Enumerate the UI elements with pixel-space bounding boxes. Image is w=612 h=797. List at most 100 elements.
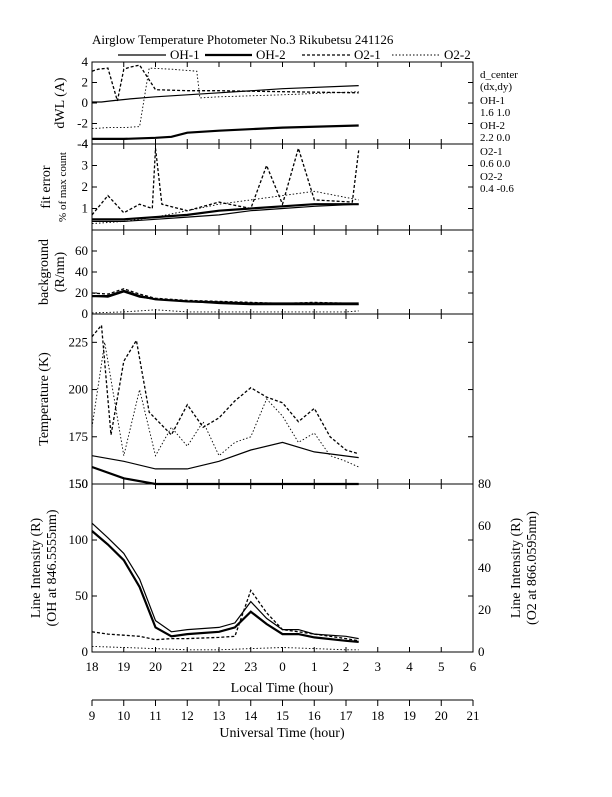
y-tick-label-line_intensity: 100 — [69, 532, 89, 547]
note-heading1: d_center — [480, 69, 518, 81]
chart-marks: 18 19 20 21 22 23 0 1 2 3 4 5 69 10 11 12 13 14 15 16 17 18 19… — [69, 54, 492, 723]
y-tick-label-fit_error: 4 — [82, 136, 89, 151]
y-tick-label-line_intensity: 0 — [82, 644, 89, 659]
y-tick-label-background: 0 — [82, 306, 89, 321]
d-center-notes: d_center (dx,dy) OH-1 1.6 1.0 OH-2 2.2 0… — [480, 69, 518, 195]
series-line-temperature-o2-1 — [91, 323, 359, 455]
chart-title: Airglow Temperature Photometer No.3 Riku… — [92, 32, 394, 47]
series-line-background-o2-1 — [91, 288, 359, 305]
y-tick-label-fit_error: 2 — [82, 179, 89, 194]
y-tick-label-dwl: 0 — [82, 95, 89, 110]
series-line-dwl-oh-1 — [92, 85, 359, 103]
ut-tick-label: 20 — [435, 708, 448, 723]
ylabel-background: background — [37, 239, 52, 305]
series-line-fit_error-o2-2 — [91, 190, 359, 225]
legend-label-oh2: OH-2 — [256, 47, 286, 62]
y-tick-label-fit_error: 3 — [82, 158, 89, 173]
series-line-temperature-oh-1 — [91, 441, 359, 470]
legend-label-o21: O2-1 — [354, 47, 381, 62]
ut-tick-label: 13 — [213, 708, 226, 723]
y-tick-label-fit_error: 1 — [82, 201, 89, 216]
local-time-tick-label: 3 — [375, 659, 382, 674]
series-line-dwl-o2-2 — [91, 67, 359, 130]
y-tick-label-dwl: 4 — [82, 54, 89, 69]
xlabel-local: Local Time (hour) — [231, 681, 334, 696]
ut-tick-label: 9 — [89, 708, 96, 723]
series-line-fit_error-o2-1 — [91, 146, 360, 216]
local-time-tick-label: 22 — [213, 659, 226, 674]
legend: OH-1 OH-2 O2-1 O2-2 — [118, 47, 471, 62]
y-tick-label-line_intensity: 150 — [69, 476, 89, 491]
series-line-fit_error-oh-2 — [92, 203, 359, 221]
note-o22-value: 0.4 -0.6 — [480, 183, 514, 195]
note-o22-label: O2-2 — [480, 171, 503, 183]
y-tick-label-background: 20 — [75, 285, 88, 300]
y-tick-label-temperature: 200 — [69, 382, 89, 397]
series-line-background-oh-2 — [92, 289, 359, 305]
series-line-temperature-oh-2 — [91, 465, 359, 486]
note-oh1-label: OH-1 — [480, 95, 505, 107]
ylabel2-intensity: (OH at 846.5555nm) — [45, 509, 60, 626]
local-time-tick-label: 6 — [470, 659, 477, 674]
y2label-intensity: Line Intensity (R) — [509, 518, 524, 619]
ut-tick-label: 10 — [117, 708, 130, 723]
note-o21-label: O2-1 — [480, 146, 503, 158]
series-line-dwl-oh-2 — [92, 124, 359, 140]
local-time-tick-label: 23 — [244, 659, 257, 674]
ut-tick-label: 21 — [467, 708, 480, 723]
y2label2-intensity: (O2 at 866.0595nm) — [525, 511, 540, 625]
local-time-tick-label: 19 — [117, 659, 130, 674]
panel-temperature-frame — [91, 313, 474, 485]
y-tick-label-dwl: -4 — [77, 136, 88, 151]
y-tick-label-temperature: 225 — [69, 334, 89, 349]
legend-label-o22: O2-2 — [444, 47, 471, 62]
ut-tick-label: 16 — [308, 708, 322, 723]
ut-tick-label: 15 — [276, 708, 289, 723]
series-line-line_intensity-oh-1 — [91, 522, 359, 640]
note-heading2: (dx,dy) — [480, 81, 512, 93]
series-line-background-o2-2 — [91, 309, 359, 314]
series-line-line_intensity-o2-1 — [91, 588, 359, 642]
local-time-tick-label: 4 — [406, 659, 413, 674]
series-line-dwl-o2-1 — [91, 64, 359, 102]
ylabel-fit-error: fit error — [39, 165, 54, 208]
y-tick-label-dwl: 2 — [82, 75, 89, 90]
local-time-tick-label: 2 — [343, 659, 350, 674]
ut-tick-label: 17 — [340, 708, 354, 723]
panel-intensity-frame — [91, 483, 474, 653]
panel-background-frame — [91, 229, 474, 315]
series-line-temperature-o2-2 — [91, 342, 359, 468]
ut-tick-label: 18 — [371, 708, 384, 723]
y-tick-label-temperature: 175 — [69, 429, 89, 444]
y-tick-label-background: 40 — [75, 264, 88, 279]
ut-tick-label: 19 — [403, 708, 416, 723]
legend-label-oh1: OH-1 — [170, 47, 200, 62]
ylabel2-fit-error: % of max count — [57, 152, 69, 222]
note-oh2-value: 2.2 0.0 — [480, 132, 511, 144]
y2-tick-label-line_intensity: 0 — [478, 644, 485, 659]
ut-tick-label: 14 — [244, 708, 258, 723]
note-oh2-label: OH-2 — [480, 120, 505, 132]
note-o21-value: 0.6 0.0 — [480, 158, 511, 170]
note-oh1-value: 1.6 1.0 — [480, 107, 511, 119]
local-time-tick-label: 0 — [279, 659, 286, 674]
y2-tick-label-line_intensity: 20 — [478, 602, 491, 617]
ylabel2-background: (R/nm) — [53, 251, 68, 292]
y-tick-label-line_intensity: 50 — [75, 588, 88, 603]
xlabel-ut: Universal Time (hour) — [219, 726, 345, 741]
ylabel-dwl: dWL (A) — [53, 77, 68, 129]
y2-tick-label-line_intensity: 80 — [478, 476, 491, 491]
series-line-line_intensity-oh-2 — [91, 530, 359, 643]
series-line-line_intensity-o2-2 — [91, 645, 359, 651]
panel-dwl-frame — [91, 61, 474, 145]
series-line-fit_error-oh-1 — [92, 203, 359, 222]
ylabel-temperature: Temperature (K) — [37, 352, 52, 446]
y2-tick-label-line_intensity: 40 — [478, 560, 491, 575]
local-time-tick-label: 21 — [181, 659, 194, 674]
local-time-tick-label: 18 — [86, 659, 99, 674]
ut-tick-label: 12 — [181, 708, 194, 723]
local-time-tick-label: 5 — [438, 659, 445, 674]
y-tick-label-dwl: -2 — [77, 116, 88, 131]
